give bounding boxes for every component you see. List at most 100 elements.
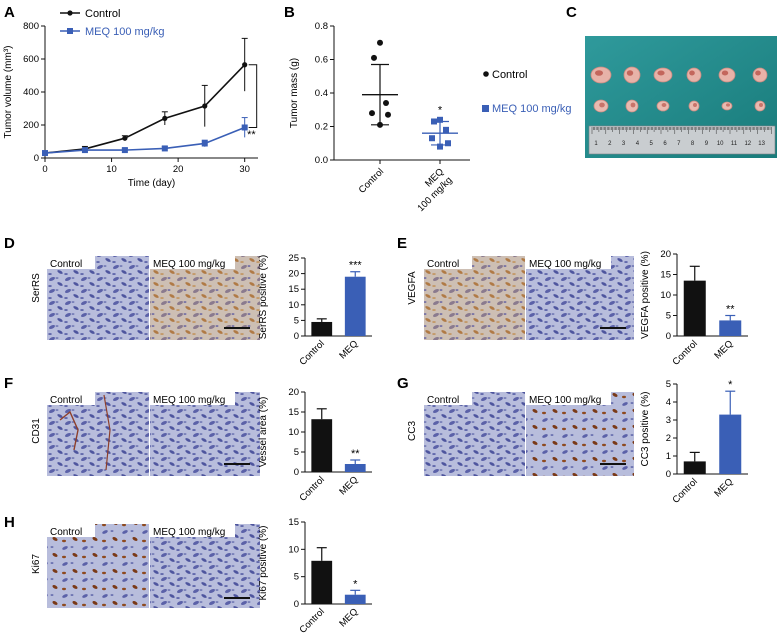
y-tick-label: 200 <box>23 120 39 131</box>
bar-control <box>311 321 333 336</box>
x-tick-label: Control <box>297 606 326 635</box>
tumor-spot <box>630 102 636 108</box>
significance-label: * <box>438 104 443 116</box>
y-tick-label: 0.2 <box>315 122 328 133</box>
panel-letter-h: H <box>4 514 15 531</box>
ruler-numbers: 1 2 3 4 5 6 7 8 9 10 11 12 13 <box>594 141 765 147</box>
x-tick-label: Control <box>357 166 386 195</box>
y-axis-label: Ki67 positive (%) <box>258 525 269 600</box>
ruler-number: 10 <box>717 141 724 147</box>
y-axis-label: CC3 positive (%) <box>640 391 651 466</box>
panel-letter-a: A <box>4 4 15 21</box>
row-label-cc3: CC3 <box>407 421 418 441</box>
caption-ki67-meq: MEQ 100 mg/kg <box>153 527 225 538</box>
tumor-spot <box>626 70 634 76</box>
significance-label: * <box>353 578 358 590</box>
y-tick-label: 0 <box>294 331 299 342</box>
y-tick-label: 5 <box>666 311 671 322</box>
y-axis-label: Tumor volume (mm³) <box>3 46 14 139</box>
y-tick-label: 0 <box>34 153 39 164</box>
y-tick-label: 600 <box>23 54 39 65</box>
significance-label: * <box>728 379 733 391</box>
micrograph-serrs-meq: MEQ 100 mg/kg <box>150 256 260 340</box>
micrograph-serrs-control: Control <box>47 256 149 340</box>
bar-control <box>683 280 706 336</box>
x-tick-label: MEQ <box>712 338 735 361</box>
y-tick-label: 3 <box>666 415 671 426</box>
y-tick-label: 0.4 <box>315 88 328 99</box>
y-tick-label: 20 <box>288 269 299 280</box>
tumor-control <box>752 67 768 83</box>
significance-label: ** <box>247 129 256 141</box>
scatter-point-control <box>383 100 389 107</box>
ruler-number: 5 <box>650 141 654 147</box>
y-tick-label: 400 <box>23 87 39 98</box>
x-tick-label: 0 <box>42 164 47 175</box>
y-axis-label: VEGFA positive (%) <box>640 251 651 339</box>
ki67-bar-chart: 0 5 10 15 Ki67 positive (%) Control MEQ * <box>258 517 372 636</box>
caption-vegfa-meq: MEQ 100 mg/kg <box>529 259 601 270</box>
ruler-number: 4 <box>636 141 640 147</box>
y-tick-label: 1 <box>666 451 671 462</box>
legend-meq-marker <box>67 28 73 34</box>
y-tick-label: 0 <box>666 331 671 342</box>
y-axis-label: Tumor mass (g) <box>289 58 300 128</box>
bar-control <box>683 461 706 474</box>
significance-label: ** <box>351 448 360 460</box>
bar-meq <box>344 594 366 604</box>
tumor-spot <box>755 70 761 76</box>
data-point-meq <box>241 124 248 131</box>
tumor-spot <box>689 70 695 76</box>
significance-label: ** <box>726 304 735 316</box>
ruler-number: 12 <box>744 141 751 147</box>
data-point-control <box>242 62 248 68</box>
panel-letter-d: D <box>4 235 15 252</box>
row-label-cd31: CD31 <box>31 418 42 444</box>
bar-meq <box>344 464 366 472</box>
x-tick-label: Control <box>670 476 699 505</box>
y-tick-label: 5 <box>294 315 299 326</box>
bar-control <box>311 419 333 472</box>
ruler-number: 7 <box>677 141 681 147</box>
panel-letter-f: F <box>4 375 13 392</box>
data-point-meq <box>201 140 208 147</box>
y-tick-label: 0.0 <box>315 155 328 166</box>
y-tick-label: 5 <box>666 379 671 390</box>
caption-cd31-meq: MEQ 100 mg/kg <box>153 395 225 406</box>
vessel-area-bar-chart: 0 5 10 15 20 Vessel area (%) Control MEQ ** <box>258 387 372 504</box>
bar-meq <box>344 276 366 336</box>
tumor-spot <box>657 70 665 76</box>
scatter-point-meq <box>445 140 451 147</box>
y-tick-label: 20 <box>660 249 671 260</box>
tumor-spot <box>693 103 697 107</box>
tumor-spot <box>661 103 667 107</box>
micrograph-ki67-meq: MEQ 100 mg/kg <box>150 524 260 608</box>
scatter-point-control <box>371 54 377 61</box>
micrograph-ki67-control: Control <box>47 524 149 608</box>
ruler-number: 11 <box>731 141 738 147</box>
micrograph-vegfa-control: Control <box>424 256 525 340</box>
ruler-number: 6 <box>663 141 667 147</box>
chart-a-legend: Control MEQ 100 mg/kg <box>60 8 164 38</box>
y-axis-label: SerRS positive (%) <box>258 255 269 339</box>
bar-control <box>311 560 333 604</box>
vegfa-bar-chart: 0 5 10 15 20 VEGFA positive (%) Control MEQ ** <box>640 249 748 368</box>
ruler-number: 9 <box>705 141 709 147</box>
legend-meq-label: MEQ 100 mg/kg <box>85 26 164 38</box>
y-tick-label: 10 <box>288 544 299 555</box>
y-tick-label: 0.6 <box>315 55 328 66</box>
x-tick-label: MEQ <box>337 474 360 497</box>
tumor-mass-scatter-chart: 0.0 0.2 0.4 0.6 0.8 Tumor mass (g) Control MEQ1… <box>289 21 470 214</box>
ruler-number: 3 <box>622 141 626 147</box>
significance-label: *** <box>349 260 363 272</box>
x-axis-label: Time (day) <box>128 178 175 189</box>
significance-bracket <box>248 64 258 128</box>
x-tick-label: MEQ <box>337 606 360 629</box>
scatter-point-meq <box>443 126 449 133</box>
caption-serrs-control: Control <box>50 259 82 270</box>
scatter-point-control <box>369 110 375 117</box>
chart-b-legend: Control MEQ 100 mg/kg <box>482 69 571 115</box>
micrograph-cd31-control: Control <box>47 392 149 476</box>
ruler-number: 8 <box>691 141 695 147</box>
